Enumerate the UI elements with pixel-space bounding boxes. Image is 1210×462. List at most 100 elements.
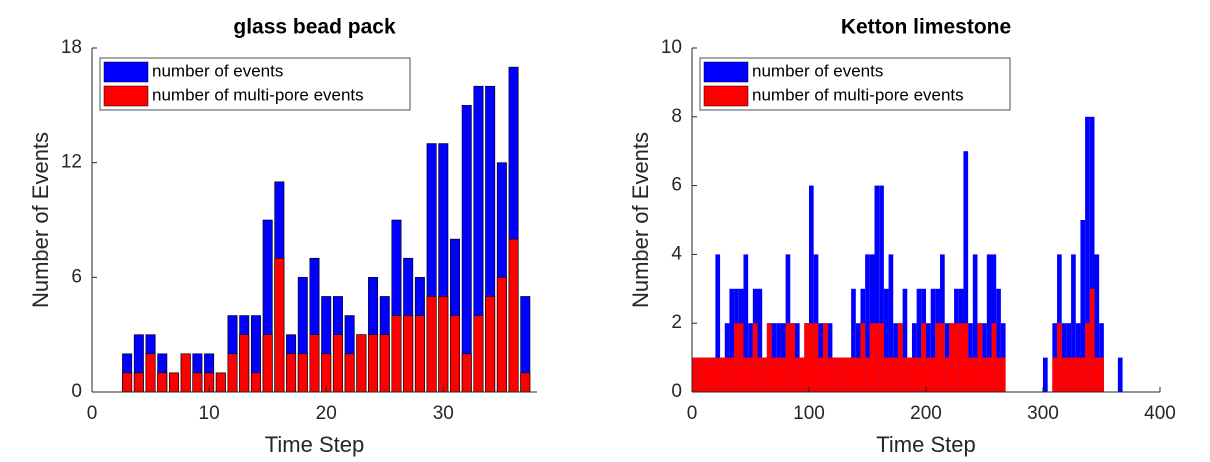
bar — [368, 334, 379, 393]
bar — [851, 288, 856, 392]
bar — [748, 357, 753, 392]
bar — [706, 357, 711, 392]
x-tick-label: 0 — [687, 403, 698, 424]
bar — [168, 372, 179, 393]
bar — [715, 357, 721, 392]
bar — [954, 323, 959, 392]
bar — [897, 323, 903, 392]
x-tick-label: 100 — [793, 403, 825, 424]
bar — [986, 254, 992, 392]
bar — [473, 315, 484, 393]
bar — [809, 323, 814, 392]
bar — [874, 323, 880, 392]
bar — [827, 357, 833, 392]
bar — [757, 357, 763, 392]
bar — [743, 357, 749, 392]
bar — [734, 323, 739, 392]
bar — [869, 323, 875, 392]
bar — [274, 257, 285, 393]
bar — [508, 238, 519, 393]
bar — [1089, 288, 1095, 392]
bar — [963, 151, 969, 392]
bar — [461, 105, 472, 393]
bar — [1080, 357, 1086, 392]
bar — [379, 334, 390, 393]
bar — [968, 357, 973, 392]
bar — [356, 334, 367, 393]
bar — [1000, 357, 1006, 392]
bar — [344, 353, 355, 393]
bar — [1061, 357, 1067, 392]
bar — [1043, 357, 1048, 392]
bar — [818, 357, 824, 392]
bar — [883, 288, 889, 392]
bar — [215, 372, 226, 393]
bar — [916, 357, 922, 392]
bar — [972, 357, 978, 392]
bar — [949, 323, 955, 392]
y-tick-label: 6 — [671, 175, 682, 196]
bar — [837, 357, 842, 392]
legend-swatch — [703, 61, 749, 83]
bar — [701, 357, 707, 392]
bar — [752, 323, 758, 392]
bar — [250, 372, 261, 393]
bar — [426, 296, 437, 393]
bar — [496, 277, 507, 393]
bar — [145, 353, 156, 393]
plot — [122, 66, 531, 393]
bar — [930, 357, 936, 392]
bar — [738, 323, 744, 392]
bar — [321, 353, 332, 393]
bar — [1089, 116, 1095, 393]
bar — [926, 357, 931, 392]
y-axis-label: Number of Events — [28, 132, 53, 308]
bar — [823, 323, 828, 392]
y-tick-label: 4 — [671, 243, 682, 264]
bar — [1094, 357, 1100, 392]
bar — [855, 357, 861, 392]
y-tick-label: 10 — [661, 37, 682, 58]
x-tick-label: 20 — [316, 403, 337, 424]
bar — [450, 315, 461, 393]
legend-swatch — [103, 85, 149, 107]
bar — [1071, 254, 1076, 392]
bar — [743, 254, 749, 392]
bar — [157, 372, 168, 393]
bar — [461, 353, 472, 393]
bar — [1094, 254, 1100, 392]
bar — [403, 315, 414, 393]
bar — [963, 323, 969, 392]
bar — [888, 254, 894, 392]
y-tick-label: 0 — [671, 381, 682, 402]
bar — [841, 357, 847, 392]
bar — [1085, 323, 1090, 392]
bar — [180, 353, 191, 393]
bar — [692, 357, 697, 392]
bar — [762, 357, 767, 392]
bar — [958, 323, 964, 392]
bar — [935, 323, 941, 392]
bar — [757, 288, 763, 392]
legend-label: number of multi-pore events — [752, 85, 964, 104]
bar — [1085, 116, 1090, 393]
x-tick-label: 0 — [87, 403, 98, 424]
bar — [874, 185, 880, 392]
bar — [309, 334, 320, 393]
bar — [133, 372, 144, 393]
bar — [865, 254, 870, 392]
bar — [1117, 357, 1123, 392]
x-tick-label: 30 — [433, 403, 454, 424]
bar — [239, 334, 250, 393]
bar — [122, 372, 133, 393]
bar — [414, 315, 425, 393]
bar — [972, 254, 978, 392]
bar — [902, 357, 908, 392]
bar — [438, 296, 449, 393]
bar — [1099, 357, 1104, 392]
y-tick-label: 6 — [71, 266, 82, 287]
bar — [780, 357, 786, 392]
bar — [1071, 357, 1076, 392]
bar — [921, 323, 926, 392]
bar — [790, 323, 795, 392]
